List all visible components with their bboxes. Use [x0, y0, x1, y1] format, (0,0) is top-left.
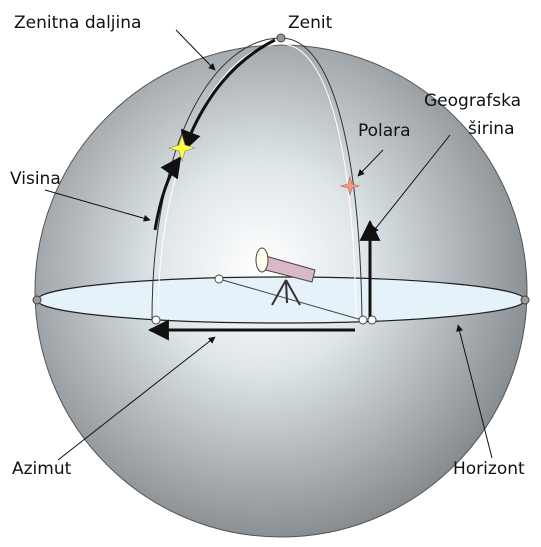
label: Zenitna daljina	[14, 13, 141, 33]
label: Zenit	[288, 13, 333, 33]
diagram: Zenitna daljina Zenit Geografska širina …	[0, 0, 541, 543]
label: Horizont	[453, 459, 525, 479]
label: Visina	[10, 169, 61, 189]
label: Azimut	[12, 459, 72, 479]
label: Polara	[358, 121, 411, 141]
label: širina	[468, 119, 514, 139]
label: Geografska	[424, 91, 521, 111]
